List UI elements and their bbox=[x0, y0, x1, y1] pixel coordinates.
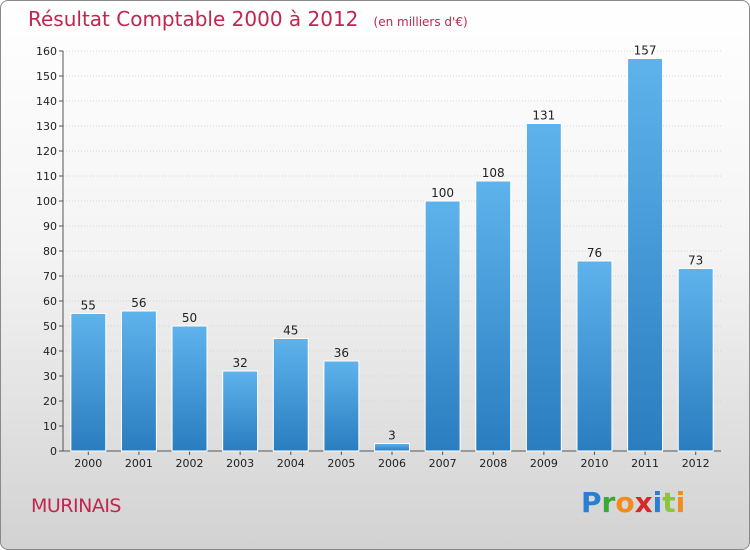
x-tick-label-2012: 2012 bbox=[682, 457, 710, 470]
y-tick-label: 10 bbox=[43, 420, 57, 433]
y-tick-label: 70 bbox=[43, 270, 57, 283]
x-tick-label-2011: 2011 bbox=[631, 457, 659, 470]
bars bbox=[70, 58, 714, 452]
value-label-2006: 3 bbox=[388, 429, 396, 443]
y-tick-label: 150 bbox=[36, 70, 57, 83]
value-label-2009: 131 bbox=[532, 109, 555, 123]
bar-2007 bbox=[424, 200, 461, 452]
y-tick-label: 130 bbox=[36, 120, 57, 133]
y-tick-label: 80 bbox=[43, 245, 57, 258]
bar-2010 bbox=[576, 260, 613, 452]
title-main: Résultat Comptable 2000 à 2012 bbox=[28, 7, 359, 31]
value-label-2007: 100 bbox=[431, 186, 454, 200]
x-tick-label-2008: 2008 bbox=[479, 457, 507, 470]
value-label-2004: 45 bbox=[283, 324, 298, 338]
value-label-2008: 108 bbox=[482, 166, 505, 180]
y-tick-label: 50 bbox=[43, 320, 57, 333]
value-label-2001: 56 bbox=[131, 296, 146, 310]
x-tick-label-2001: 2001 bbox=[125, 457, 153, 470]
y-tick-label: 60 bbox=[43, 295, 57, 308]
bar-2001 bbox=[120, 310, 157, 452]
value-label-2002: 50 bbox=[182, 311, 197, 325]
x-tick-label-2004: 2004 bbox=[277, 457, 305, 470]
x-tick-label-2007: 2007 bbox=[429, 457, 457, 470]
chart-title: Résultat Comptable 2000 à 2012 (en milli… bbox=[28, 7, 468, 31]
value-label-2010: 76 bbox=[587, 246, 602, 260]
y-tick-label: 20 bbox=[43, 395, 57, 408]
bar-2011 bbox=[627, 58, 664, 452]
y-tick-label: 120 bbox=[36, 145, 57, 158]
grid-lines bbox=[63, 50, 721, 427]
town-name: MURINAIS bbox=[31, 495, 121, 517]
y-tick-label: 40 bbox=[43, 345, 57, 358]
y-tick-label: 110 bbox=[36, 170, 57, 183]
bar-2009 bbox=[525, 123, 562, 452]
bar-2004 bbox=[272, 338, 309, 452]
y-tick-label: 100 bbox=[36, 195, 57, 208]
y-tick-label: 0 bbox=[50, 445, 57, 458]
title-unit: (en milliers d'€) bbox=[373, 15, 468, 29]
value-label-2005: 36 bbox=[334, 346, 349, 360]
axes bbox=[59, 50, 721, 455]
bar-2012 bbox=[677, 268, 714, 452]
x-tick-label-2006: 2006 bbox=[378, 457, 406, 470]
x-tick-label-2009: 2009 bbox=[530, 457, 558, 470]
bar-2005 bbox=[323, 360, 360, 452]
x-tick-label-2005: 2005 bbox=[327, 457, 355, 470]
bar-2002 bbox=[171, 325, 208, 452]
x-tick-label-2003: 2003 bbox=[226, 457, 254, 470]
x-tick-label-2000: 2000 bbox=[74, 457, 102, 470]
labels: 0 10 20 30 40 50 60 70 80 90 100 110 120 130 140 150 160… bbox=[36, 44, 710, 471]
y-tick-label: 90 bbox=[43, 220, 57, 233]
value-label-2000: 55 bbox=[81, 299, 96, 313]
bar-2003 bbox=[222, 370, 259, 452]
y-tick-label: 30 bbox=[43, 370, 57, 383]
proxiti-logo: Proxiti bbox=[581, 486, 686, 519]
x-tick-label-2010: 2010 bbox=[580, 457, 608, 470]
value-label-2011: 157 bbox=[634, 44, 657, 58]
bar-2000 bbox=[70, 313, 107, 452]
y-tick-label: 160 bbox=[36, 45, 57, 58]
y-tick-label: 140 bbox=[36, 95, 57, 108]
bar-2006 bbox=[374, 443, 410, 452]
value-label-2012: 73 bbox=[688, 254, 703, 268]
x-tick-label-2002: 2002 bbox=[176, 457, 204, 470]
bar-2008 bbox=[475, 180, 512, 452]
value-label-2003: 32 bbox=[233, 356, 248, 370]
